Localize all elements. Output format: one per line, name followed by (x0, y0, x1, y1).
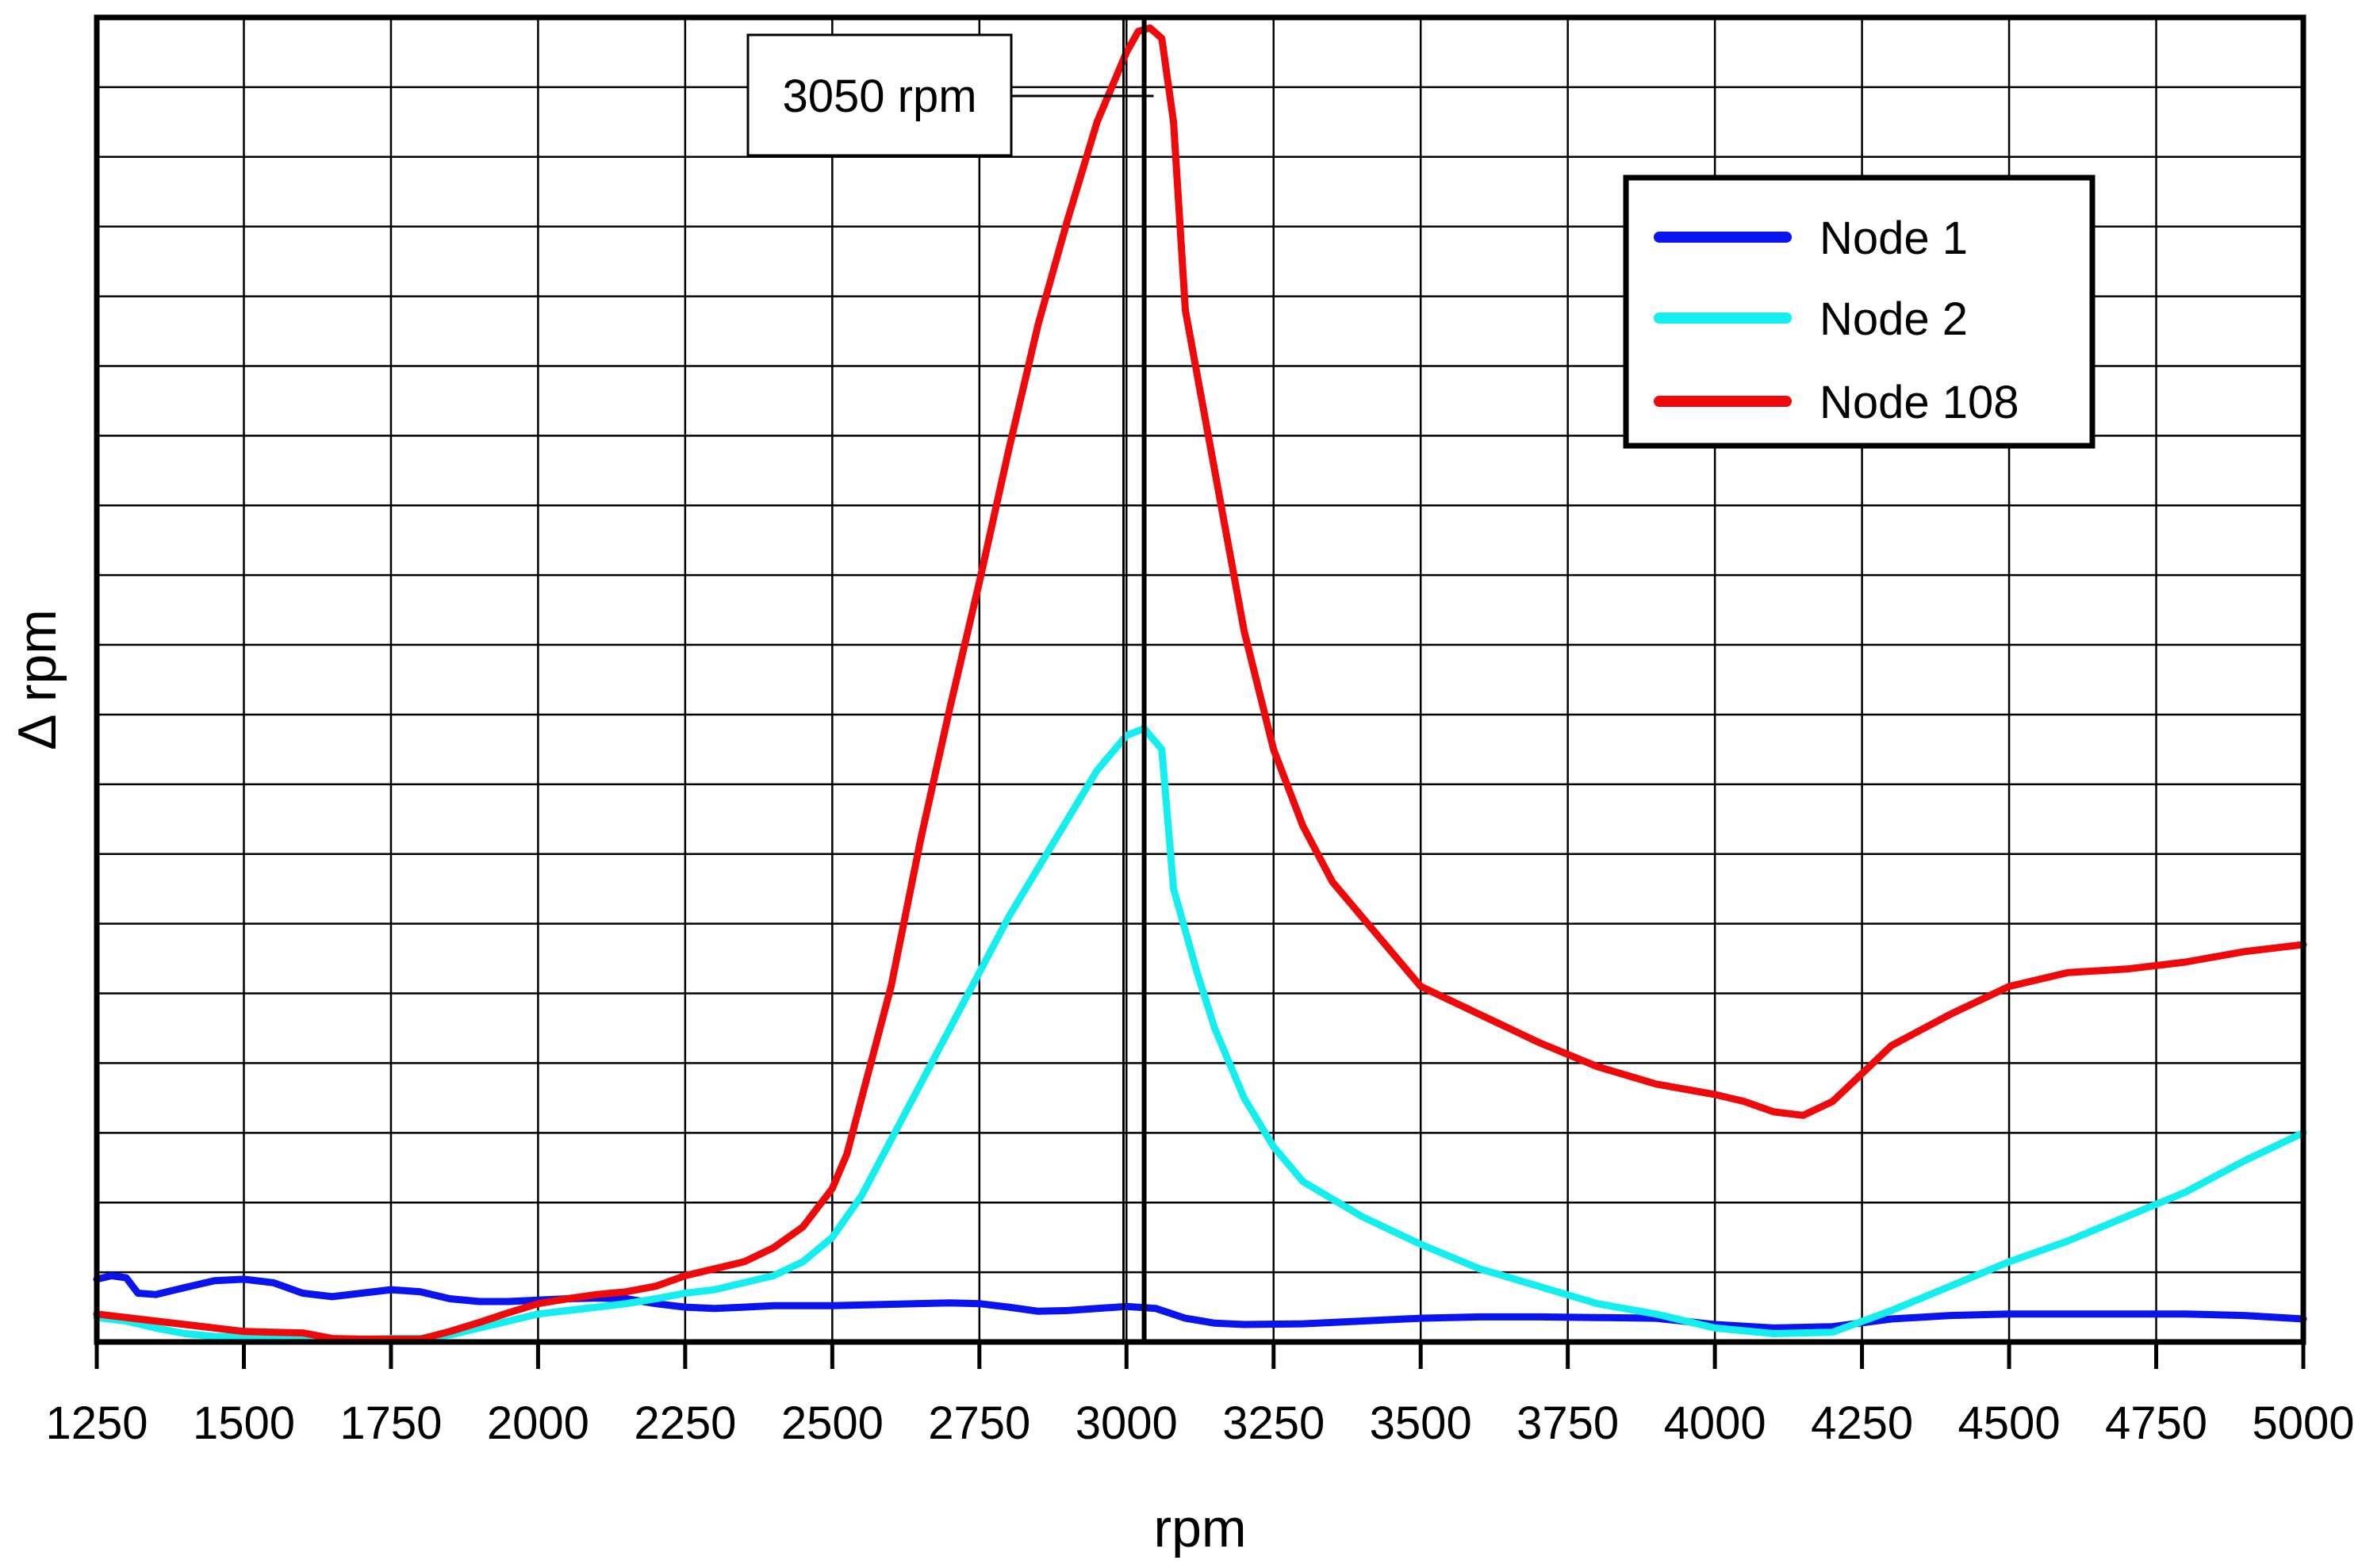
x-tick-label: 3750 (1517, 1397, 1619, 1449)
x-axis-title: rpm (1153, 1498, 1246, 1558)
x-tick-label: 4250 (1811, 1397, 1913, 1449)
x-tick-label: 5000 (2252, 1397, 2354, 1449)
x-tick-label: 3500 (1370, 1397, 1472, 1449)
x-tick-label: 2000 (487, 1397, 589, 1449)
x-axis-ticks: 1250 1500 1750 2000 2250 2500 2750 3000 3250 3500… (45, 1342, 2355, 1449)
x-tick-label: 2750 (928, 1397, 1030, 1449)
series-line-node-1 (93, 1272, 2307, 1332)
y-axis-title: Δ rpm (7, 609, 67, 750)
x-tick-label: 3000 (1076, 1397, 1178, 1449)
x-tick-label: 1750 (339, 1397, 442, 1449)
x-tick-label: 3250 (1222, 1397, 1325, 1449)
annotation-label: 3050 rpm (782, 71, 976, 122)
legend-label: Node 1 (1819, 213, 1968, 264)
x-tick-label: 2500 (781, 1397, 884, 1449)
x-tick-label: 4500 (1958, 1397, 2061, 1449)
x-tick-label: 1500 (193, 1397, 295, 1449)
series-line-node-2 (93, 725, 2307, 1343)
legend-label: Node 2 (1819, 293, 1968, 345)
legend: Node 1 Node 2 Node 108 (1623, 174, 2096, 449)
annotation-box (746, 33, 1013, 157)
legend-label: Node 108 (1819, 377, 2019, 428)
x-tick-label: 2250 (634, 1397, 736, 1449)
series-lines (93, 24, 2307, 1343)
series-line-node-108 (93, 24, 2307, 1343)
x-tick-label: 4000 (1664, 1397, 1766, 1449)
annotation: 3050 rpm (746, 17, 1154, 1342)
plot-frame (94, 14, 2306, 1345)
x-tick-label: 1250 (45, 1397, 148, 1449)
x-tick-label: 4750 (2105, 1397, 2207, 1449)
